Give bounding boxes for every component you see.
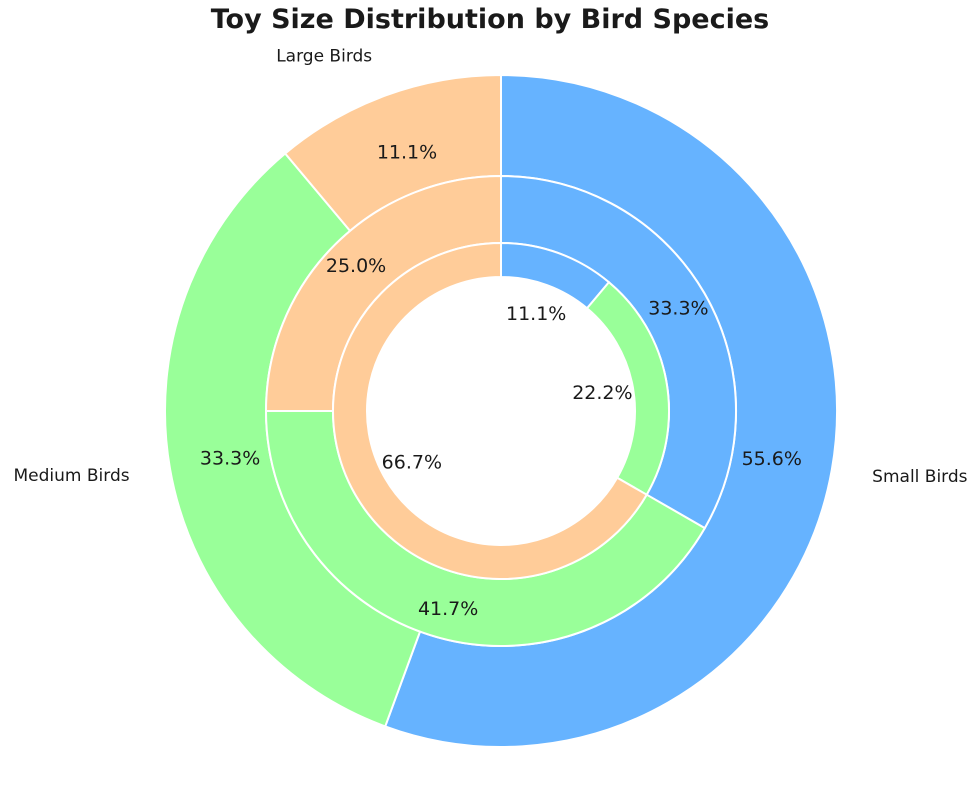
chart-title: Toy Size Distribution by Bird Species <box>210 4 770 35</box>
outer-pct-label-0: 55.6% <box>742 448 802 470</box>
outer-pct-label-2: 11.1% <box>377 142 437 164</box>
inner-ring: 11.1% 22.2% 66.7% <box>332 241 670 580</box>
inner-pct-label-0: 11.1% <box>506 303 566 325</box>
middle-ring: 33.3% 41.7% 25.0% <box>264 174 737 647</box>
category-label-0: Small Birds <box>872 467 967 487</box>
category-label-1: Medium Birds <box>14 466 130 486</box>
inner-pct-label-2: 66.7% <box>382 452 442 474</box>
middle-pct-label-0: 33.3% <box>648 297 708 319</box>
inner-wedge-2 <box>332 241 649 580</box>
middle-pct-label-2: 25.0% <box>326 255 386 277</box>
outer-ring: 55.6% Small Birds 33.3% Medium Birds 11.1% La… <box>14 47 968 748</box>
outer-pct-label-1: 33.3% <box>200 447 260 469</box>
category-label-2: Large Birds <box>276 47 372 67</box>
middle-pct-label-1: 41.7% <box>418 598 478 620</box>
inner-pct-label-1: 22.2% <box>572 382 632 404</box>
